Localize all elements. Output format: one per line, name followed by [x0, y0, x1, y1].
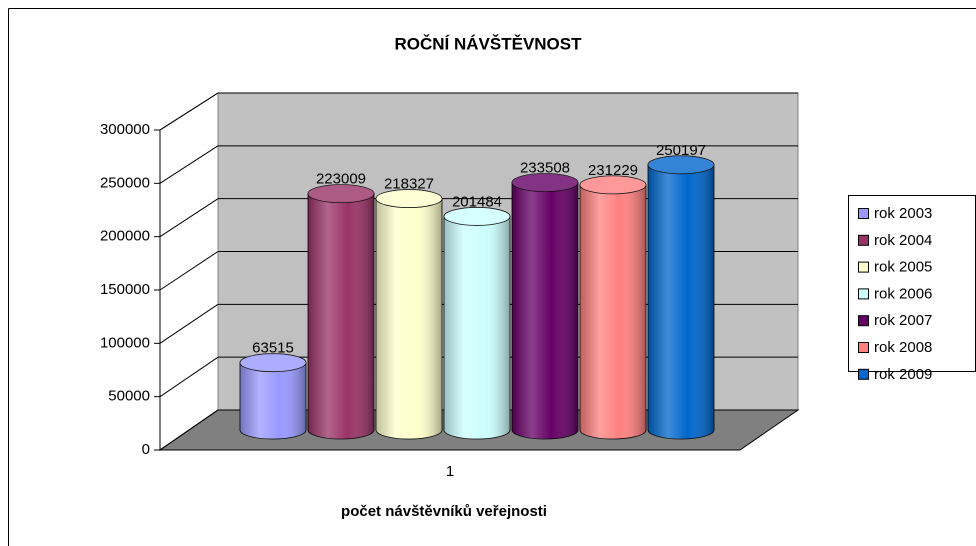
legend-swatch — [858, 342, 869, 353]
bar-shade — [580, 184, 646, 439]
bar-top-shade — [580, 175, 646, 194]
bar-top — [307, 184, 375, 204]
y-tick-label: 300000 — [100, 121, 150, 138]
legend-label: rok 2008 — [874, 339, 932, 356]
y-tick-label: 100000 — [100, 334, 150, 351]
bar-top — [375, 189, 443, 208]
bar-top-shade — [240, 353, 306, 372]
grid-line — [159, 92, 219, 131]
bar-shade — [648, 164, 714, 439]
legend-swatch — [858, 315, 869, 327]
bar-top-shade — [376, 189, 442, 208]
bars: 63515 223009 218327 201484 233508 231229 25019… — [239, 142, 715, 440]
legend-label: rok 2009 — [874, 366, 932, 383]
bar-top — [579, 175, 647, 195]
bar-top-shade — [648, 155, 714, 174]
bar-top — [239, 353, 307, 373]
legend-swatch — [858, 208, 869, 219]
y-tick-label: 200000 — [100, 228, 150, 245]
bar-shade — [240, 362, 306, 439]
data-label: 233508 — [520, 159, 570, 176]
grid-line — [159, 303, 219, 344]
side-wall — [159, 92, 219, 451]
bar-top — [647, 155, 715, 175]
grid-line — [159, 198, 219, 238]
bar-shade — [308, 193, 374, 439]
y-tick-label: 50000 — [108, 388, 150, 405]
y-tick-label: 0 — [142, 441, 150, 458]
bar-top-shade — [308, 184, 374, 203]
bar-top — [511, 173, 579, 192]
bar-shade — [376, 198, 442, 439]
y-tick-label: 150000 — [100, 281, 150, 298]
legend-label: rok 2003 — [874, 205, 932, 222]
bar-top — [443, 207, 511, 226]
bar-shade — [444, 216, 510, 439]
data-label: 218327 — [384, 176, 434, 193]
legend-swatch — [858, 368, 869, 380]
data-label: 223009 — [316, 171, 366, 188]
data-label: 231229 — [588, 162, 638, 179]
grid-line — [159, 251, 219, 291]
chart-title: ROČNÍ NÁVŠTĚVNOST — [394, 34, 582, 53]
bar-shade — [512, 182, 578, 440]
bar-top-shade — [444, 207, 510, 226]
data-label: 63515 — [252, 340, 294, 357]
x-tick-label: 1 — [446, 463, 454, 480]
bar-top-shade — [512, 173, 578, 192]
grid-line — [159, 145, 219, 184]
grid-line — [159, 356, 219, 398]
y-tick-label: 250000 — [100, 174, 150, 191]
legend-label: rok 2006 — [874, 285, 932, 302]
legend-label: rok 2007 — [874, 312, 932, 329]
legend-label: rok 2005 — [874, 259, 932, 276]
data-label: 201484 — [452, 193, 502, 210]
legend-swatch — [858, 234, 869, 246]
legend-label: rok 2004 — [874, 232, 932, 249]
legend-swatch — [858, 261, 869, 273]
x-axis-title: počet návštěvníků veřejnosti — [341, 503, 547, 520]
grid-line — [159, 409, 219, 451]
legend-swatch — [858, 288, 869, 300]
data-label: 250197 — [656, 142, 706, 159]
